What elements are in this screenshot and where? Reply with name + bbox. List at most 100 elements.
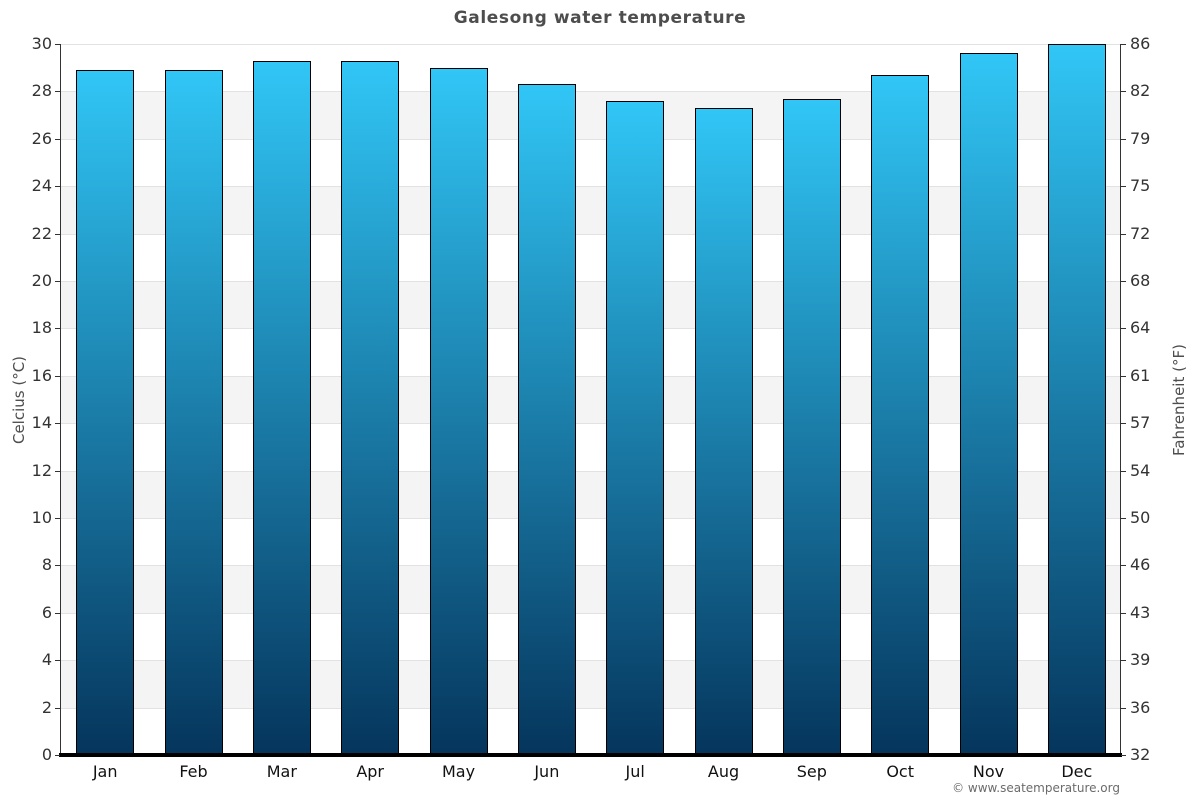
y-tick-label-left: 4 (41, 650, 52, 670)
y-tick-label-right: 50 (1130, 508, 1151, 527)
y-tick-label-right: 79 (1130, 128, 1151, 148)
y-tick-label-left: 0 (41, 745, 52, 764)
y-tick-mark-left (55, 44, 60, 45)
y-tick-mark-left (55, 612, 60, 614)
y-tick-label-right: 68 (1130, 271, 1151, 290)
grid-band (61, 470, 1121, 518)
y-tick-label-right: 64 (1130, 318, 1151, 338)
bar-oct (871, 74, 930, 755)
y-tick-label-left: 14 (31, 413, 52, 433)
bar-nov (959, 53, 1018, 755)
y-tick-label-right: 46 (1130, 555, 1151, 575)
x-tick-label: Dec (1061, 762, 1093, 781)
y-tick-mark-right (1121, 328, 1126, 330)
grid-band (61, 518, 1121, 566)
bar-jan (76, 70, 135, 755)
x-tick-label: Sep (796, 762, 827, 781)
bar-dec (1047, 44, 1106, 755)
y-tick-label-left: 20 (31, 271, 52, 290)
grid-band (61, 328, 1121, 376)
y-tick-label-right: 72 (1130, 223, 1151, 243)
y-tick-label-right: 36 (1130, 697, 1151, 717)
bar-aug (694, 108, 753, 755)
y-tick-mark-right (1121, 423, 1126, 425)
y-tick-mark-right (1121, 281, 1126, 282)
y-tick-label-left: 22 (31, 223, 52, 243)
y-tick-mark-right (1121, 612, 1126, 614)
y-tick-label-right: 82 (1130, 81, 1151, 101)
grid-band (61, 375, 1121, 424)
y-tick-label-left: 18 (31, 318, 52, 338)
y-tick-label-left: 2 (41, 697, 52, 717)
y-tick-mark-left (55, 138, 60, 140)
plot-area (61, 44, 1121, 755)
x-tick-label: Aug (707, 762, 740, 781)
y-tick-mark-right (1121, 375, 1126, 377)
y-tick-mark-right (1121, 138, 1126, 140)
y-tick-label-right: 57 (1130, 413, 1151, 433)
y-axis-left-title: Celcius (°C) (10, 355, 28, 445)
x-tick-label: May (441, 762, 476, 781)
y-tick-label-left: 24 (31, 176, 52, 196)
y-tick-mark-left (55, 233, 60, 235)
y-tick-mark-left (55, 328, 60, 330)
bar-may (429, 67, 488, 755)
y-tick-label-left: 16 (31, 365, 52, 385)
x-tick-label: Feb (179, 762, 208, 781)
grid-band (61, 91, 1121, 139)
y-tick-mark-left (55, 755, 60, 756)
x-axis-line (59, 753, 1122, 757)
y-tick-mark-right (1121, 565, 1126, 567)
y-tick-label-left: 12 (31, 460, 52, 480)
y-axis-right-line (1120, 44, 1121, 755)
y-tick-mark-left (55, 91, 60, 93)
x-tick-label: Jan (92, 762, 118, 781)
y-tick-mark-right (1121, 44, 1126, 45)
grid-band (61, 423, 1121, 471)
y-tick-label-right: 32 (1130, 745, 1151, 764)
y-tick-mark-right (1121, 755, 1126, 756)
grid-band (61, 565, 1121, 613)
y-tick-mark-left (55, 281, 60, 282)
x-tick-label: Nov (972, 762, 1005, 781)
y-tick-mark-left (55, 660, 60, 662)
grid-band (61, 707, 1121, 755)
grid-band (61, 281, 1121, 329)
y-tick-mark-left (55, 565, 60, 567)
y-axis-right-title: Fahrenheit (°F) (1170, 344, 1188, 456)
grid-band (61, 138, 1121, 187)
bar-feb (164, 70, 223, 755)
y-tick-mark-right (1121, 518, 1126, 519)
y-tick-mark-left (55, 186, 60, 188)
y-tick-label-left: 8 (41, 555, 52, 575)
y-tick-mark-left (55, 375, 60, 377)
bar-apr (341, 60, 400, 755)
grid-band (61, 612, 1121, 661)
x-tick-label: Apr (356, 762, 384, 781)
x-tick-label: Jul (625, 762, 645, 781)
y-tick-label-right: 86 (1130, 34, 1151, 53)
y-tick-mark-right (1121, 707, 1126, 709)
grid-band (61, 186, 1121, 234)
y-tick-mark-right (1121, 660, 1126, 662)
y-tick-mark-left (55, 470, 60, 472)
y-tick-label-left: 26 (31, 128, 52, 148)
x-tick-label: Jun (534, 762, 560, 781)
y-tick-label-right: 43 (1130, 602, 1151, 622)
footer-credit: © www.seatemperature.org (952, 781, 1120, 795)
y-tick-label-right: 61 (1130, 365, 1151, 385)
y-tick-mark-right (1121, 186, 1126, 188)
bar-jul (606, 100, 665, 755)
y-tick-mark-right (1121, 233, 1126, 235)
y-tick-mark-left (55, 423, 60, 425)
y-axis-left-line (60, 44, 61, 755)
grid-band (61, 44, 1121, 92)
y-tick-mark-left (55, 518, 60, 519)
y-tick-label-left: 6 (41, 602, 52, 622)
grid-band (61, 233, 1121, 281)
grid-band (61, 660, 1121, 708)
bar-mar (252, 60, 311, 755)
bar-sep (782, 98, 841, 755)
y-tick-label-left: 30 (31, 34, 52, 53)
